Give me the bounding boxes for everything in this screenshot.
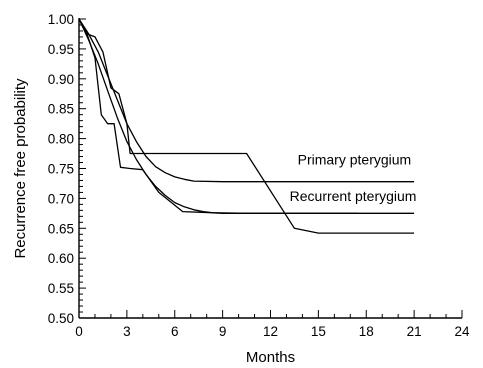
curve-series-4 xyxy=(78,18,359,214)
x-tick-label: 24 xyxy=(454,324,470,339)
curve-label: Recurrent pterygium xyxy=(290,188,417,204)
y-tick-label: 0.70 xyxy=(48,191,74,206)
x-tick-label: 15 xyxy=(311,324,326,339)
x-tick-label: 3 xyxy=(123,324,131,339)
y-tick-label: 0.75 xyxy=(48,162,74,177)
curve-series-2 xyxy=(78,18,415,214)
y-tick-label: 0.50 xyxy=(48,311,74,326)
x-tick-label: 21 xyxy=(407,324,422,339)
y-tick-label: 1.00 xyxy=(48,12,74,27)
curve-series-1 xyxy=(78,18,415,183)
y-tick-label: 0.65 xyxy=(48,221,74,236)
survival-curves xyxy=(78,18,415,234)
curve-annotations: Primary pterygium Recurrent pterygium xyxy=(290,152,417,204)
y-axis-title: Recurrence free probability xyxy=(12,78,29,259)
y-tick-label: 0.55 xyxy=(48,281,74,296)
y-tick-label: 0.80 xyxy=(48,132,74,147)
curve-series-3 xyxy=(78,18,415,234)
x-tick-label: 18 xyxy=(359,324,374,339)
x-axis-title: Months xyxy=(246,349,295,366)
x-axis-ticks: 0 3 6 9 12 15 18 21 24 xyxy=(75,310,470,339)
x-tick-label: 0 xyxy=(75,324,83,339)
x-tick-label: 12 xyxy=(263,324,278,339)
x-tick-label: 6 xyxy=(171,324,179,339)
y-tick-label: 0.60 xyxy=(48,251,74,266)
y-axis-ticks: 0.50 0.55 0.60 0.65 0.70 0.75 0.80 0.85 0.90 0.95… xyxy=(48,12,86,326)
x-tick-label: 9 xyxy=(219,324,227,339)
curve-label: Primary pterygium xyxy=(298,152,412,168)
y-tick-label: 0.85 xyxy=(48,102,74,117)
y-tick-label: 0.90 xyxy=(48,72,74,87)
y-tick-label: 0.95 xyxy=(48,42,74,57)
